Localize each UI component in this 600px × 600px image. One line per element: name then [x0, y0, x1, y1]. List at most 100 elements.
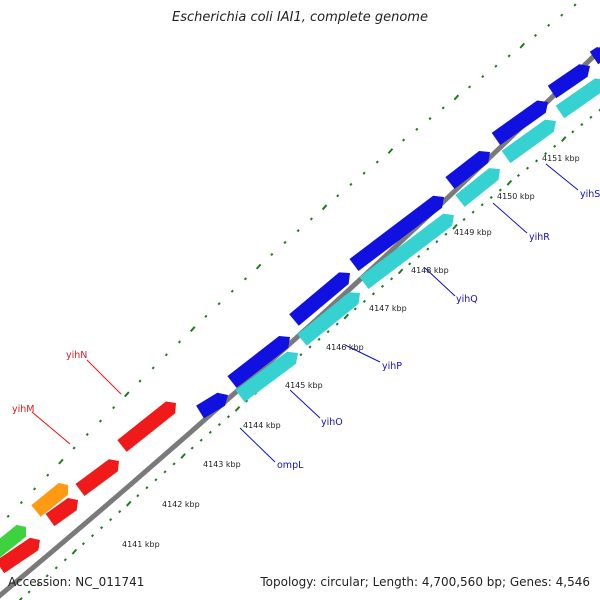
- inner-tick: [163, 470, 167, 474]
- inner-tick: [245, 399, 249, 403]
- forward-rna-arrow: [455, 168, 500, 207]
- inner-tick: [452, 223, 458, 230]
- inner-tick: [90, 534, 95, 538]
- inner-tick: [371, 292, 375, 296]
- inner-tick: [54, 566, 58, 570]
- position-label: 4149 kbp: [454, 228, 492, 237]
- outer-tick: [573, 3, 577, 7]
- inner-tick: [362, 299, 366, 303]
- inner-tick: [71, 548, 78, 555]
- inner-tick: [36, 582, 40, 586]
- outer-tick: [467, 85, 472, 89]
- inner-tick: [234, 405, 241, 412]
- outer-tick: [124, 391, 130, 398]
- inner-tick: [109, 518, 113, 522]
- inner-tick: [390, 277, 394, 281]
- leader-line: [545, 163, 579, 191]
- inner-tick: [535, 159, 539, 163]
- outer-tick: [270, 252, 274, 257]
- inner-tick: [408, 262, 412, 266]
- inner-tick: [561, 136, 567, 142]
- gene-label-forward: yihO: [321, 417, 343, 428]
- leader-line: [239, 427, 276, 463]
- outer-tick: [204, 314, 208, 318]
- forward-cds-arrow: [196, 392, 228, 419]
- outer-tick: [519, 42, 526, 49]
- outer-tick: [164, 353, 168, 357]
- inner-tick: [397, 268, 404, 275]
- forward-cds-arrow: [445, 151, 490, 189]
- outer-tick: [217, 302, 221, 306]
- gene-label-forward: yihS: [580, 189, 600, 200]
- label-leaders: [31, 163, 579, 463]
- gene-label-forward: yihQ: [456, 294, 478, 305]
- outer-tick: [112, 406, 116, 410]
- inner-tick: [317, 337, 321, 341]
- outer-tick: [72, 446, 76, 450]
- forward-cds-arrow: [547, 64, 590, 99]
- genome-summary-text: Topology: circular; Length: 4,700,560 bp…: [260, 575, 590, 589]
- inner-tick: [154, 478, 158, 482]
- outer-tick: [177, 340, 182, 344]
- outer-tick: [453, 94, 460, 101]
- forward-rna-arrow: [501, 119, 556, 164]
- outer-tick: [32, 487, 37, 491]
- reverse-feature-arrow: [0, 524, 26, 558]
- outer-tick: [560, 13, 564, 17]
- gene-label-forward: yihP: [382, 361, 402, 372]
- inner-tick: [199, 438, 203, 442]
- outer-tick: [415, 127, 419, 131]
- inner-tick: [190, 446, 194, 450]
- outer-tick: [296, 229, 300, 233]
- inner-tick: [81, 542, 85, 546]
- leader-line: [344, 344, 381, 363]
- leader-line: [31, 411, 71, 445]
- inner-tick: [444, 232, 448, 236]
- forward-cds-arrow: [289, 272, 350, 326]
- leader-line: [424, 267, 456, 297]
- position-label: 4148 kbp: [411, 266, 449, 275]
- forward-rna-arrow: [359, 213, 454, 289]
- forward-rna-arrow: [297, 292, 360, 346]
- inner-tick: [18, 597, 23, 600]
- forward-cds-arrow: [589, 47, 600, 65]
- outer-tick: [494, 64, 498, 68]
- inner-tick: [299, 353, 303, 357]
- outer-tick: [362, 171, 366, 175]
- inner-tick: [335, 322, 339, 326]
- reverse-feature-arrow: [31, 483, 69, 517]
- position-label: 4142 kbp: [162, 500, 200, 509]
- reverse-cds-arrow: [0, 537, 40, 574]
- inner-tick: [525, 166, 530, 170]
- outer-tick: [6, 514, 10, 518]
- inner-tick: [506, 179, 513, 186]
- outer-tick: [349, 182, 353, 186]
- reverse-cds-arrow: [117, 401, 176, 452]
- inner-tick: [426, 247, 430, 251]
- inner-tick: [580, 122, 584, 127]
- inner-tick: [435, 240, 439, 244]
- inner-tick: [217, 422, 221, 427]
- outer-tick: [441, 106, 445, 110]
- feature-track: [0, 47, 600, 574]
- outer-tick: [151, 366, 155, 370]
- inner-tick: [126, 500, 132, 507]
- inner-tick: [571, 130, 575, 134]
- inner-tick: [380, 284, 385, 288]
- outer-tick: [46, 473, 50, 477]
- position-labels: 4141 kbp 4142 kbp 4143 kbp 4144 kbp 4145 kbp…: [122, 154, 580, 549]
- outer-tick: [336, 194, 340, 198]
- forward-cds-arrow: [491, 100, 548, 146]
- inner-tick: [471, 210, 475, 214]
- outer-tick: [321, 204, 328, 211]
- leader-line: [492, 202, 528, 234]
- position-label: 4143 kbp: [203, 460, 241, 469]
- inner-tick: [180, 453, 186, 459]
- gene-label-reverse: yihM: [12, 404, 34, 415]
- inner-tick: [100, 526, 104, 530]
- inner-tick: [516, 173, 520, 178]
- forward-rna-arrow: [555, 78, 600, 119]
- outer-tick: [547, 23, 551, 27]
- outer-tick: [243, 277, 248, 281]
